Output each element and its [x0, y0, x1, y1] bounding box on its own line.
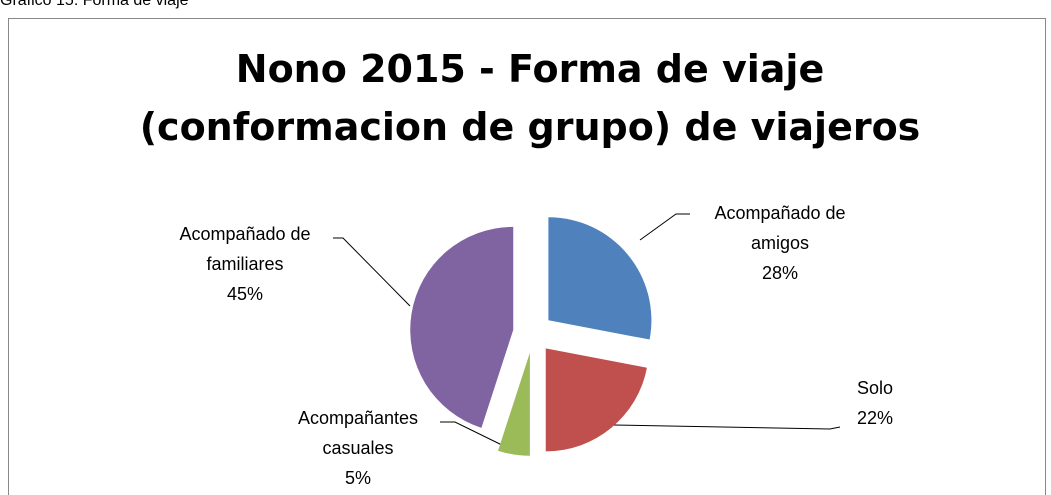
leader-line — [613, 424, 841, 430]
pie-slice — [545, 348, 647, 452]
pie-slice — [548, 217, 652, 340]
value-label: 45% — [226, 284, 264, 304]
slice-label: Solo 22% — [820, 373, 930, 433]
slice-label: Acompañado de amigos 28% — [710, 198, 850, 288]
category-label: Acompañado de familiares — [179, 224, 311, 274]
leader-line — [333, 237, 411, 307]
slice-label: Acompañantes casuales 5% — [288, 403, 428, 493]
chart-title: Nono 2015 - Forma de viaje (conformacion… — [139, 47, 921, 149]
value-label: 28% — [761, 263, 799, 283]
caption: Grafico 15: Forma de viaje — [0, 0, 189, 9]
leader-line — [440, 421, 509, 449]
value-label: 22% — [856, 408, 894, 428]
pie-slice — [410, 226, 514, 428]
category-label: Acompañantes casuales — [297, 408, 419, 458]
chart-frame — [8, 18, 1046, 495]
category-label: Acompañado de amigos — [714, 203, 846, 253]
pie-slice — [498, 352, 530, 456]
value-label: 5% — [344, 468, 371, 488]
leader-line — [639, 213, 690, 241]
category-label: Solo — [856, 378, 894, 398]
slice-label: Acompañado de familiares 45% — [175, 219, 315, 309]
